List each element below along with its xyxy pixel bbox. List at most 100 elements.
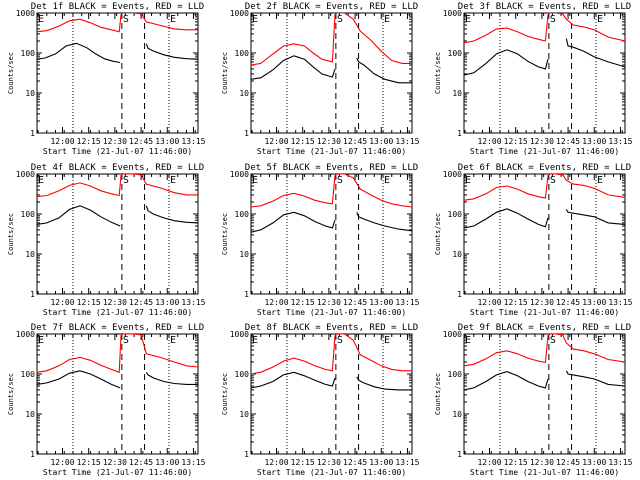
- plot-frame: [36, 173, 199, 295]
- series-line-lld: [37, 13, 198, 33]
- x-tick-label: 12:45: [556, 298, 580, 307]
- x-axis-label: Start Time (21-Jul-07 11:46:00): [257, 468, 406, 477]
- chart-title: Det 4f BLACK = Events, RED = LLD: [31, 163, 204, 173]
- x-tick-label: 13:15: [395, 458, 419, 467]
- x-tick-label: 12:15: [77, 458, 101, 467]
- y-tick-label: 1000: [16, 170, 35, 179]
- x-tick-label: 13:15: [395, 137, 419, 146]
- plot-frame: [250, 12, 413, 134]
- x-tick-label: 13:15: [608, 298, 632, 307]
- x-tick-label: 12:00: [477, 298, 501, 307]
- x-tick-label: 12:30: [103, 458, 127, 467]
- x-tick-label: 12:45: [556, 458, 580, 467]
- chart-panel-2: Det 2f BLACK = Events, RED = LLD 1 10 100 10…: [221, 2, 420, 156]
- y-tick-label: 10: [239, 250, 249, 259]
- series-line-events: [37, 205, 121, 227]
- y-axis-label: Counts/sec: [221, 373, 229, 415]
- x-tick-label: 13:00: [155, 298, 179, 307]
- series-group: [464, 334, 625, 391]
- series-line-events: [251, 211, 336, 233]
- x-tick-label: 12:45: [556, 137, 580, 146]
- x-tick-label: 12:00: [50, 298, 74, 307]
- series-line-events: [356, 57, 412, 84]
- series-line-lld: [37, 174, 198, 198]
- chart-title: Det 2f BLACK = Events, RED = LLD: [245, 2, 418, 12]
- x-tick-label: 12:15: [291, 298, 315, 307]
- x-tick-label: 13:00: [155, 137, 179, 146]
- y-tick-label: 1: [30, 450, 35, 459]
- marker-e-end: E: [170, 14, 176, 25]
- series-group: [251, 334, 412, 391]
- x-tick-label: 13:15: [608, 137, 632, 146]
- x-tick-label: 12:45: [129, 298, 153, 307]
- marker-s: S: [337, 175, 343, 186]
- y-tick-label: 10: [239, 89, 249, 98]
- marker-e-start: E: [252, 175, 258, 186]
- chart-title: Det 5f BLACK = Events, RED = LLD: [245, 163, 418, 173]
- series-line-lld: [251, 174, 412, 208]
- x-tick-label: 13:00: [582, 458, 606, 467]
- y-tick-label: 100: [235, 370, 250, 379]
- x-tick-label: 12:45: [343, 458, 367, 467]
- x-tick-label: 12:00: [477, 137, 501, 146]
- plot-frame: [36, 333, 199, 455]
- marker-e-end: E: [384, 175, 390, 186]
- y-tick-label: 1: [457, 129, 462, 138]
- x-tick-label: 12:30: [530, 137, 554, 146]
- x-tick-label: 12:15: [504, 137, 528, 146]
- series-line-events: [464, 208, 549, 229]
- y-axis-label: Counts/sec: [221, 52, 229, 94]
- x-tick-label: 13:00: [369, 458, 393, 467]
- y-tick-label: 10: [25, 89, 35, 98]
- x-tick-label: 12:30: [103, 137, 127, 146]
- chart-panel-7: Det 7f BLACK = Events, RED = LLD 1 10 100 10…: [7, 323, 206, 477]
- chart-panel-5: Det 5f BLACK = Events, RED = LLD 1 10 100 10…: [221, 163, 420, 317]
- series-group: [251, 13, 412, 84]
- marker-e-end: E: [597, 14, 603, 25]
- marker-s: S: [123, 14, 129, 25]
- chart-panel-9: Det 9f BLACK = Events, RED = LLD 1 10 100 10…: [434, 323, 633, 477]
- y-tick-label: 100: [235, 210, 250, 219]
- series-line-events: [145, 371, 198, 385]
- series-line-lld: [464, 334, 625, 367]
- y-axis-label: Counts/sec: [434, 52, 442, 94]
- marker-e-end: E: [597, 175, 603, 186]
- y-tick-label: 100: [21, 49, 36, 58]
- marker-s: S: [550, 175, 556, 186]
- y-tick-label: 1: [30, 290, 35, 299]
- series-line-lld: [37, 334, 198, 374]
- marker-e-start: E: [465, 335, 471, 346]
- x-tick-label: 12:15: [77, 298, 101, 307]
- x-tick-label: 12:30: [530, 298, 554, 307]
- series-line-lld: [464, 13, 625, 44]
- series-line-events: [356, 212, 412, 232]
- marker-e-start: E: [38, 175, 44, 186]
- y-tick-label: 100: [235, 49, 250, 58]
- x-tick-label: 12:30: [317, 298, 341, 307]
- marker-e-end: E: [597, 335, 603, 346]
- y-tick-label: 100: [448, 49, 463, 58]
- series-line-events: [37, 42, 121, 64]
- x-tick-label: 13:15: [608, 458, 632, 467]
- y-axis-label: Counts/sec: [7, 52, 15, 94]
- x-tick-label: 13:15: [395, 298, 419, 307]
- x-tick-label: 12:15: [504, 458, 528, 467]
- marker-s: S: [123, 175, 129, 186]
- chart-title: Det 9f BLACK = Events, RED = LLD: [458, 323, 631, 333]
- y-tick-label: 10: [239, 410, 249, 419]
- chart-panel-1: Det 1f BLACK = Events, RED = LLD 1 10 100 10…: [7, 2, 206, 156]
- series-line-events: [565, 38, 625, 68]
- x-axis-label: Start Time (21-Jul-07 11:46:00): [470, 308, 619, 317]
- plot-frame: [250, 333, 413, 455]
- y-axis-label: Counts/sec: [7, 213, 15, 255]
- plot-frame: [250, 173, 413, 295]
- y-tick-label: 1: [457, 450, 462, 459]
- x-tick-label: 13:15: [181, 458, 205, 467]
- series-line-events: [37, 370, 121, 389]
- marker-s: S: [337, 335, 343, 346]
- y-tick-label: 1: [244, 450, 249, 459]
- y-tick-label: 1: [30, 129, 35, 138]
- y-axis-label: Counts/sec: [434, 373, 442, 415]
- marker-e-start: E: [38, 335, 44, 346]
